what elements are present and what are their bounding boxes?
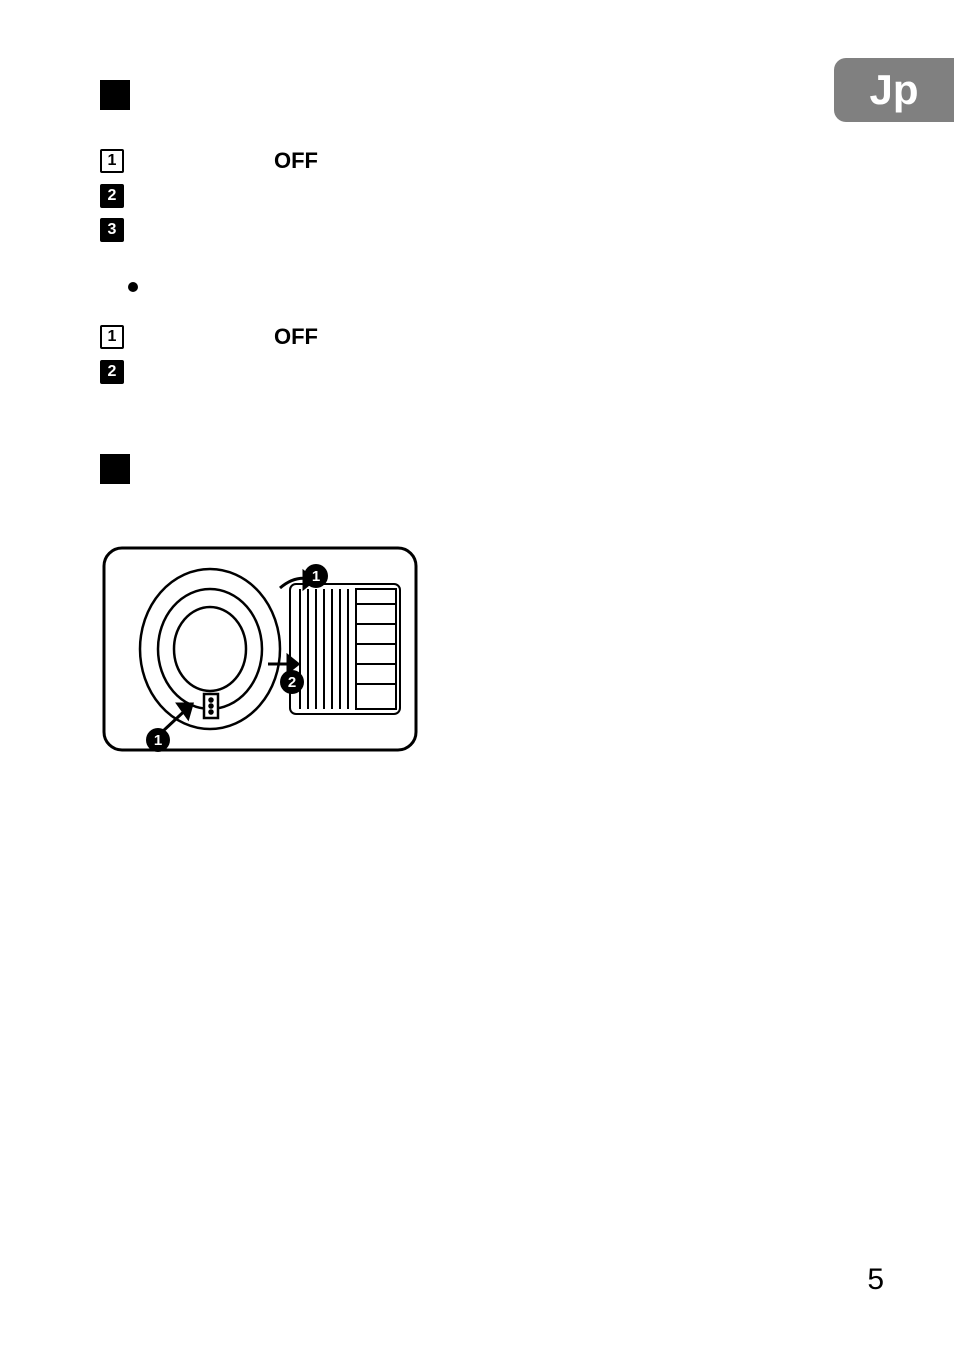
callout-number: 1 — [154, 732, 162, 749]
language-tab: Jp — [834, 58, 954, 122]
step-number: 2 — [108, 363, 117, 381]
step-number: 2 — [108, 187, 117, 205]
step-number-box: 2 — [100, 184, 124, 208]
step-number: 1 — [108, 328, 117, 346]
bullet-icon — [128, 282, 138, 292]
step-list: 1 OFF 2 — [100, 324, 420, 384]
step-number-box: 1 — [100, 149, 124, 173]
step-number: 3 — [108, 221, 117, 239]
step-number-box: 2 — [100, 360, 124, 384]
note-bullet — [128, 282, 420, 292]
lens-illustration: 1 2 1 — [100, 544, 420, 759]
step-row: 1 OFF — [100, 148, 420, 174]
page-content: 1 OFF 2 3 1 OFF 2 — [100, 80, 420, 759]
step-list: 1 OFF 2 3 — [100, 148, 420, 242]
step-number-box: 3 — [100, 218, 124, 242]
lens-svg: 1 2 1 — [100, 544, 420, 754]
callout-number: 2 — [288, 674, 296, 691]
step-label: OFF — [274, 324, 318, 350]
step-number-box: 1 — [100, 325, 124, 349]
page-number: 5 — [867, 1263, 884, 1297]
step-number: 1 — [108, 152, 117, 170]
step-row: 2 — [100, 360, 420, 384]
callout-number: 1 — [312, 568, 320, 585]
step-row: 2 — [100, 184, 420, 208]
step-label: OFF — [274, 148, 318, 174]
step-row: 1 OFF — [100, 324, 420, 350]
section-marker — [100, 454, 130, 484]
step-row: 3 — [100, 218, 420, 242]
language-tab-label: Jp — [869, 66, 918, 114]
section-marker — [100, 80, 130, 110]
